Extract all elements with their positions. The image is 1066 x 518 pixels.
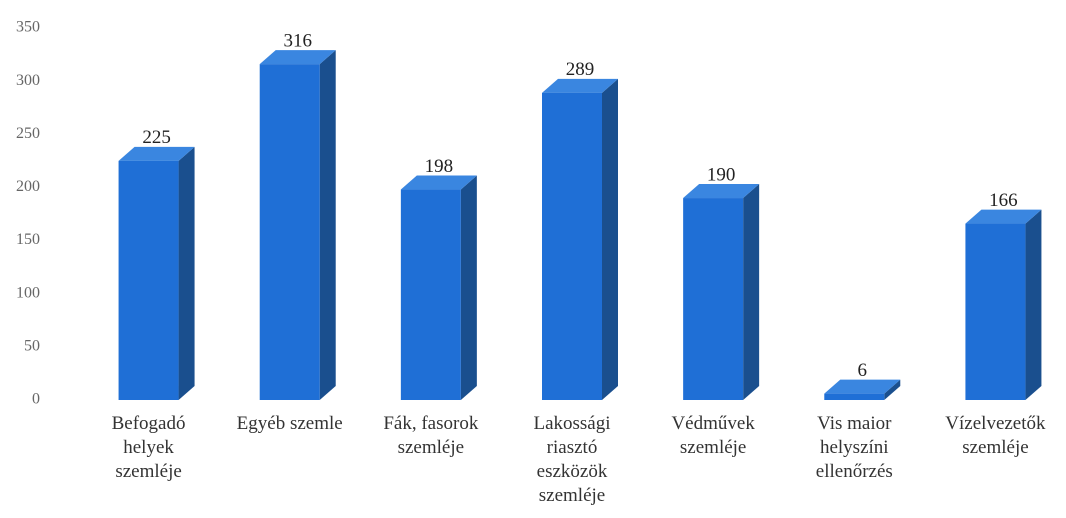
x-tick-label: Befogadó helyek szemléje: [111, 413, 186, 482]
value-label: 316: [283, 30, 312, 51]
bar-side: [178, 146, 195, 400]
bar-top: [683, 184, 760, 199]
x-tick-label: Vis maior helyszíni ellenőrzés: [815, 413, 893, 482]
bar-side: [460, 175, 477, 400]
bar-top: [542, 78, 618, 93]
value-label: 6: [858, 360, 868, 381]
y-tick-label: 300: [16, 72, 40, 89]
value-label: 190: [707, 164, 736, 185]
value-label: 289: [566, 59, 595, 80]
x-tick-label: Lakossági riasztó eszközök szemléje: [533, 413, 611, 506]
bar: [400, 189, 461, 400]
bar: [824, 393, 885, 400]
bar-top: [118, 146, 195, 161]
bar-top: [824, 379, 901, 394]
value-label: 225: [142, 127, 171, 148]
value-label: 198: [425, 156, 454, 177]
x-tick-label: Fák, fasorok szemléje: [383, 413, 479, 458]
bar-top: [400, 175, 477, 190]
y-tick-label: 350: [16, 19, 40, 36]
bar: [965, 223, 1026, 400]
bar: [683, 198, 744, 400]
y-tick-label: 250: [16, 125, 40, 142]
y-tick-label: 100: [16, 284, 40, 301]
value-label: 166: [989, 190, 1018, 211]
bar-top: [965, 209, 1042, 224]
y-tick-label: 50: [24, 338, 40, 355]
x-tick-label: Védművek szemléje: [671, 413, 755, 458]
bar-side: [884, 379, 901, 400]
x-tick-label: Egyéb szemle: [236, 413, 343, 434]
bar: [118, 160, 179, 400]
bar: [542, 92, 602, 400]
y-tick-label: 200: [16, 178, 40, 195]
bar-top: [259, 50, 336, 65]
bar-side: [319, 50, 336, 400]
x-tick-label: Vízelvezetők szemléje: [945, 413, 1046, 458]
bar: [259, 64, 320, 400]
bar-side: [743, 184, 760, 400]
bar-side: [602, 78, 618, 400]
bar-side: [1025, 209, 1042, 400]
y-tick-label: 150: [16, 231, 40, 248]
y-tick-label: 0: [32, 391, 40, 408]
